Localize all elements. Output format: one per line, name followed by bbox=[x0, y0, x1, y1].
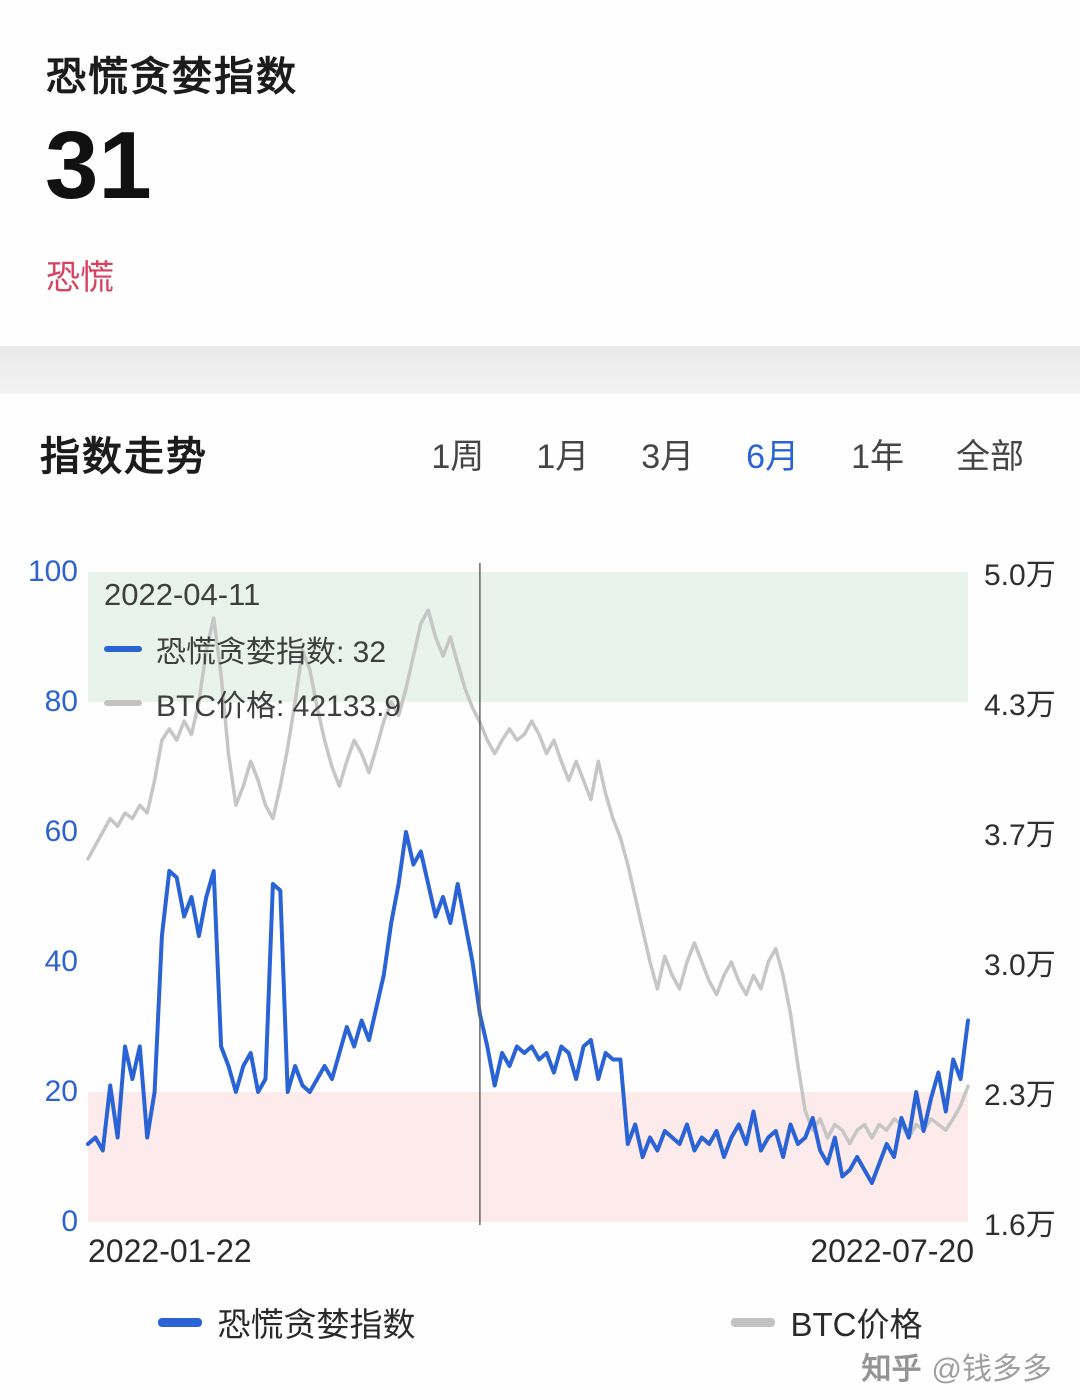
period-tabs: 1周 1月 3月 6月 1年 全部 bbox=[431, 429, 1024, 478]
watermark-brand: 知乎 bbox=[861, 1353, 922, 1386]
left-axis-tick: 80 bbox=[44, 685, 78, 718]
right-axis-tick: 1.6万 bbox=[984, 1209, 1056, 1242]
tab-1月[interactable]: 1月 bbox=[536, 437, 590, 476]
section-divider bbox=[0, 346, 1080, 394]
trend-chart-svg[interactable] bbox=[0, 555, 1080, 1295]
tooltip-item: BTC价格: 42133.9 bbox=[104, 681, 401, 725]
tooltip-series-text: BTC价格: 42133.9 bbox=[156, 690, 402, 723]
tooltip-date: 2022-04-11 bbox=[104, 577, 261, 612]
tooltip-series-swatch bbox=[104, 646, 142, 652]
tooltip-series-swatch bbox=[104, 700, 142, 706]
trend-title: 指数走势 bbox=[40, 435, 208, 479]
right-axis-tick: 4.3万 bbox=[984, 689, 1056, 722]
trend-header: 指数走势 1周 1月 3月 6月 1年 全部 bbox=[40, 424, 1024, 482]
tooltip-series-text: 恐慌贪婪指数: 32 bbox=[156, 636, 387, 669]
legend-item-1[interactable]: BTC价格 bbox=[730, 1298, 923, 1346]
legend-label: BTC价格 bbox=[790, 1306, 923, 1343]
tab-3月[interactable]: 3月 bbox=[641, 437, 695, 476]
watermark-handle: @钱多多 bbox=[931, 1353, 1052, 1386]
chart-legend: 恐慌贪婪指数 BTC价格 bbox=[0, 1298, 1080, 1346]
left-axis-tick: 60 bbox=[44, 815, 78, 848]
tab-全部[interactable]: 全部 bbox=[956, 437, 1024, 476]
fear-greed-line bbox=[86, 830, 970, 1185]
index-status-label: 恐慌 bbox=[46, 259, 114, 297]
legend-swatch bbox=[157, 1317, 202, 1327]
left-axis-tick: 40 bbox=[44, 945, 78, 978]
legend-item-0[interactable]: 恐慌贪婪指数 bbox=[157, 1298, 416, 1346]
fear-zone-band bbox=[88, 1092, 968, 1222]
right-axis-tick: 2.3万 bbox=[984, 1079, 1056, 1112]
right-axis-tick: 3.7万 bbox=[984, 819, 1056, 852]
tab-6月[interactable]: 6月 bbox=[746, 437, 800, 476]
right-axis: 1.6万 2.3万 3.0万 3.7万 4.3万 5.0万 bbox=[984, 555, 1076, 1295]
chart-tooltip: 2022-04-11 恐慌贪婪指数: 32 BTC价格: 42133.9 bbox=[104, 577, 401, 735]
left-axis-tick: 20 bbox=[44, 1075, 78, 1108]
x-axis-label-start: 2022-01-22 bbox=[88, 1233, 252, 1269]
left-axis-tick: 0 bbox=[61, 1205, 78, 1238]
right-axis-tick: 3.0万 bbox=[984, 949, 1056, 982]
legend-label: 恐慌贪婪指数 bbox=[217, 1306, 416, 1343]
legend-swatch bbox=[730, 1317, 775, 1327]
tab-1年[interactable]: 1年 bbox=[851, 437, 904, 476]
index-value: 31 bbox=[45, 112, 152, 219]
left-axis-tick: 100 bbox=[27, 555, 78, 588]
trend-chart: 0 20 40 60 80 100 1.6万 2.3万 3.0万 3.7万 4.3万 5.0万 20… bbox=[0, 555, 1080, 1295]
btc-price-line bbox=[86, 608, 970, 1146]
page-title: 恐慌贪婪指数 bbox=[46, 55, 298, 99]
right-axis-tick: 5.0万 bbox=[984, 559, 1056, 592]
left-axis: 0 20 40 60 80 100 bbox=[14, 555, 78, 1295]
tooltip-items: 恐慌贪婪指数: 32 BTC价格: 42133.9 bbox=[104, 627, 401, 725]
watermark: 知乎 @钱多多 bbox=[862, 1344, 1052, 1388]
tooltip-item: 恐慌贪婪指数: 32 bbox=[104, 627, 401, 671]
greed-zone-band bbox=[88, 572, 968, 702]
x-axis-label-end: 2022-07-20 bbox=[810, 1233, 974, 1269]
tab-1周[interactable]: 1周 bbox=[431, 437, 485, 476]
